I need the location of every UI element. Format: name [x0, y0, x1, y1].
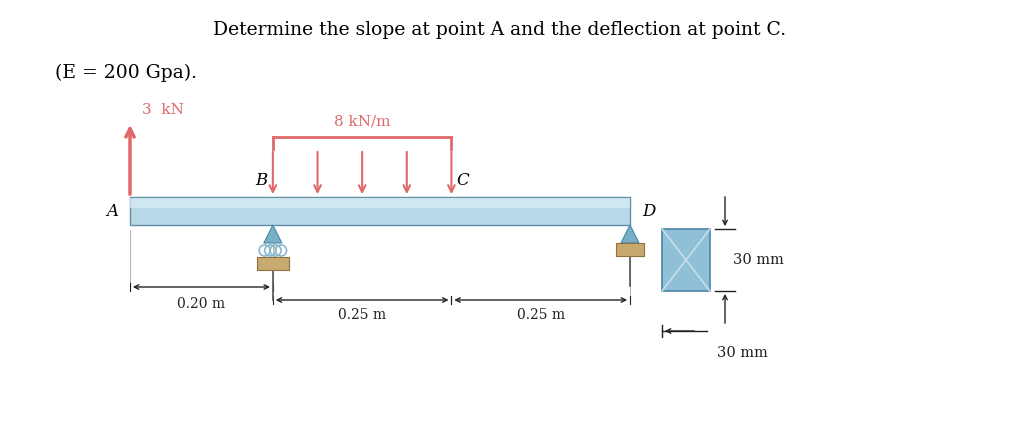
Text: 0.25 m: 0.25 m [338, 308, 386, 322]
Text: 3  kN: 3 kN [142, 103, 184, 117]
Text: D: D [642, 202, 656, 219]
Bar [257, 257, 289, 270]
Text: Determine the slope at point A and the deflection at point C.: Determine the slope at point A and the d… [214, 21, 787, 39]
Bar [662, 229, 710, 291]
Text: C: C [456, 172, 469, 189]
Text: 0.20 m: 0.20 m [178, 297, 225, 311]
Polygon shape [264, 225, 282, 243]
Text: 30 mm: 30 mm [733, 253, 784, 267]
Text: 30 mm: 30 mm [717, 346, 768, 360]
Polygon shape [621, 225, 639, 243]
Text: (E = 200 Gpa).: (E = 200 Gpa). [55, 64, 197, 82]
Text: 0.25 m: 0.25 m [517, 308, 565, 322]
Text: 8 kN/m: 8 kN/m [334, 115, 390, 129]
Bar [130, 198, 630, 208]
Text: A: A [106, 202, 118, 219]
Bar [616, 243, 644, 256]
Text: B: B [255, 172, 267, 189]
Bar [130, 197, 630, 225]
